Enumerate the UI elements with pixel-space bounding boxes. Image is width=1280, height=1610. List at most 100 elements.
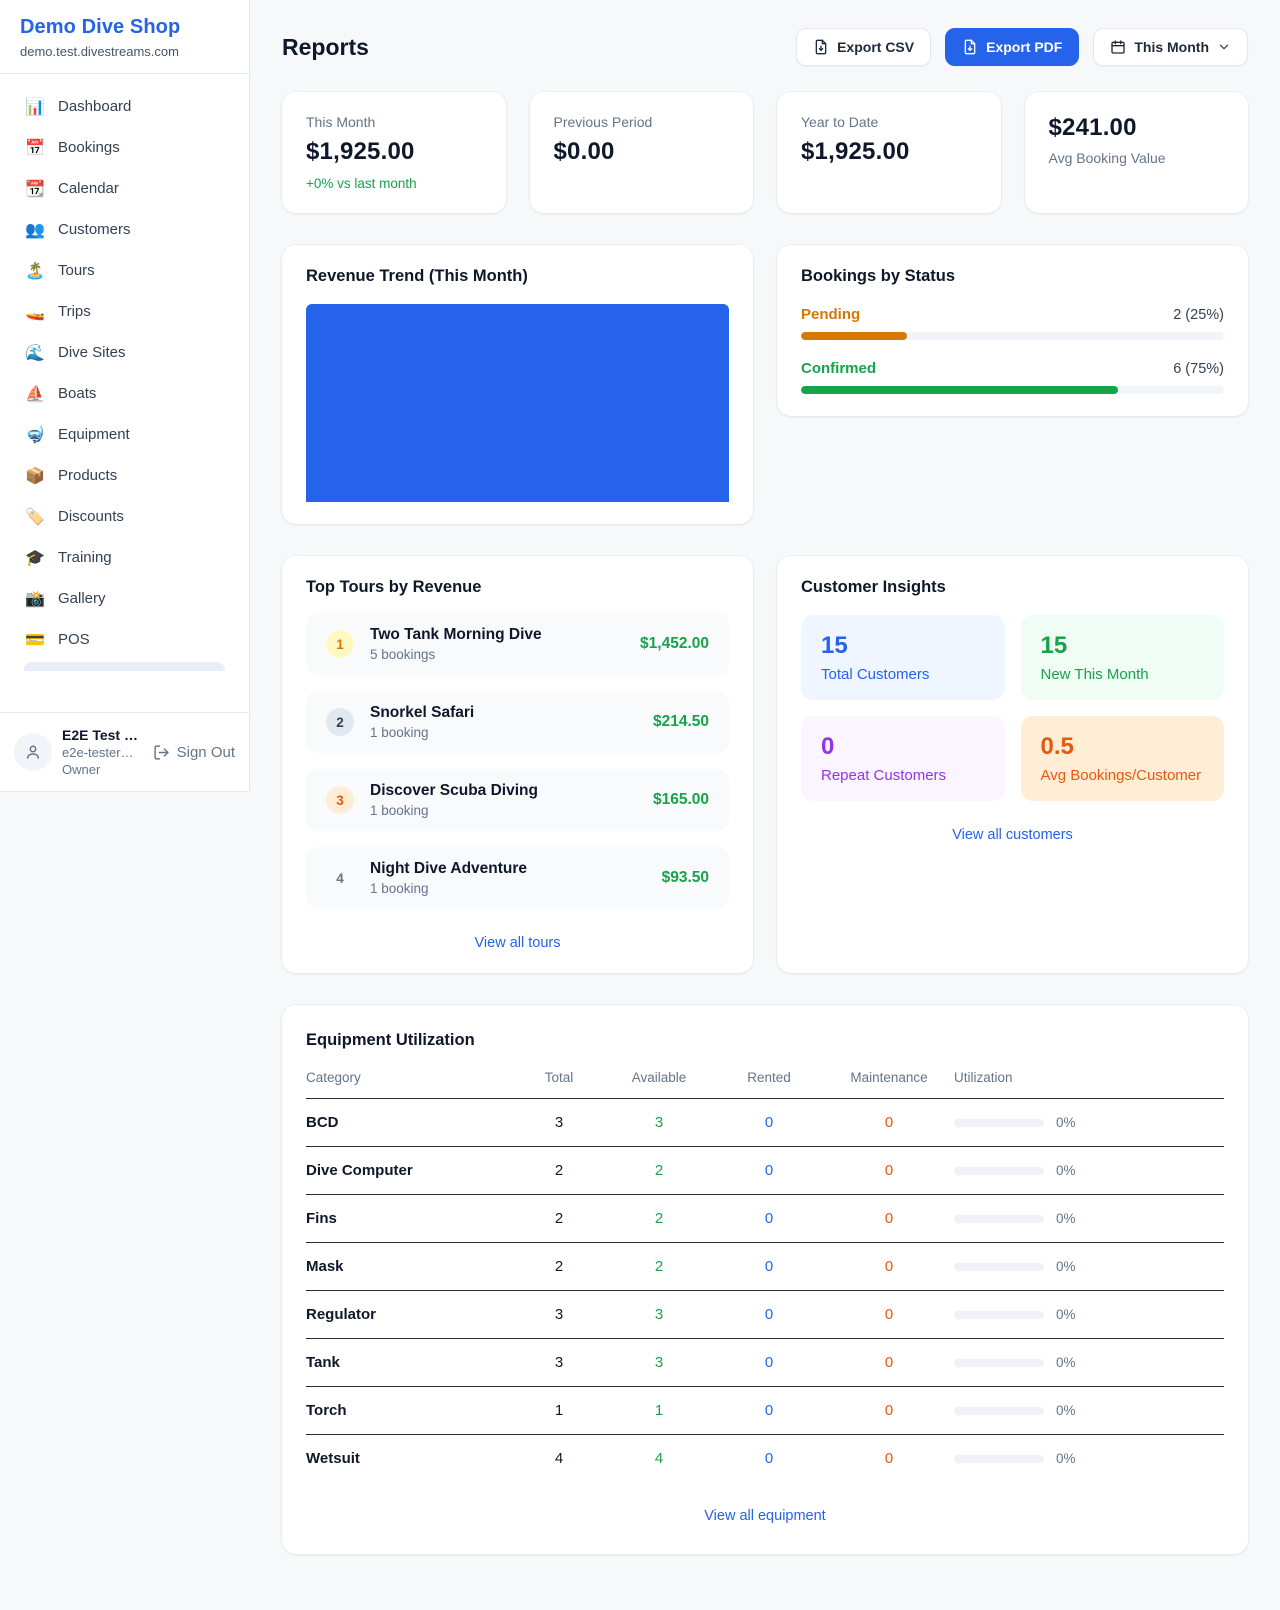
tour-row: 4 Night Dive Adventure 1 booking $93.50 (306, 847, 729, 909)
sidebar-item-training[interactable]: 🎓 Training (12, 539, 237, 576)
insight-value: 15 (1040, 632, 1068, 659)
utilization-pct: 0% (1056, 1307, 1076, 1322)
sidebar-item-discounts[interactable]: 🏷️ Discounts (12, 498, 237, 535)
main-content: Reports Export CSV Export PDF This Month (250, 0, 1280, 1610)
shop-name: Demo Dive Shop (20, 16, 181, 38)
sidebar-item-boats[interactable]: ⛵ Boats (12, 375, 237, 412)
utilization-bar (954, 1358, 1044, 1367)
total-cell: 3 (514, 1338, 604, 1387)
sidebar-item-reports-partial[interactable] (24, 662, 225, 671)
available-cell: 2 (604, 1242, 714, 1291)
total-cell: 1 (514, 1386, 604, 1435)
maintenance-cell: 0 (824, 1290, 954, 1339)
wave-icon: 🌊 (25, 343, 45, 362)
equipment-utilization-card: Equipment Utilization Category Total Ava… (282, 1005, 1248, 1554)
sidebar-item-label: Discounts (58, 508, 124, 525)
utilization-bar (954, 1118, 1044, 1127)
people-icon: 👥 (25, 220, 45, 239)
page-title: Reports (282, 33, 369, 60)
sidebar-item-products[interactable]: 📦 Products (12, 457, 237, 494)
utilization-pct: 0% (1056, 1451, 1076, 1466)
logout-icon (154, 744, 169, 760)
category-cell: Dive Computer (306, 1146, 514, 1195)
package-icon: 📦 (25, 466, 45, 485)
stat-label: Avg Booking Value (1048, 150, 1166, 166)
category-cell: Mask (306, 1242, 514, 1291)
tour-name: Night Dive Adventure (370, 860, 528, 877)
lists-row: Top Tours by Revenue 1 Two Tank Morning … (282, 556, 1248, 973)
view-all-equipment-link[interactable]: View all equipment (704, 1508, 826, 1524)
calendar-icon: 📆 (25, 179, 45, 198)
chevron-down-icon (1219, 44, 1229, 50)
category-cell: Fins (306, 1194, 514, 1243)
period-dropdown[interactable]: This Month (1093, 28, 1248, 66)
sidebar-item-label: Boats (58, 385, 97, 402)
category-cell: Torch (306, 1386, 514, 1435)
tour-bookings: 1 booking (370, 881, 429, 896)
available-cell: 2 (604, 1146, 714, 1195)
export-csv-button[interactable]: Export CSV (796, 28, 932, 66)
calendar-icon (1111, 40, 1126, 54)
stat-value: $0.00 (553, 138, 615, 165)
insight-label: Avg Bookings/Customer (1040, 767, 1202, 784)
sidebar-item-equipment[interactable]: 🤿 Equipment (12, 416, 237, 453)
sidebar-item-bookings[interactable]: 📅 Bookings (12, 129, 237, 166)
sign-out-button[interactable]: Sign Out (153, 744, 235, 761)
sidebar-item-tours[interactable]: 🏝️ Tours (12, 252, 237, 289)
table-row: Mask 2 2 0 0 0% (306, 1242, 1224, 1291)
col-utilization: Utilization (954, 1070, 1224, 1099)
tour-name: Discover Scuba Diving (370, 782, 538, 799)
insight-label: New This Month (1040, 666, 1149, 683)
avatar (14, 733, 52, 771)
tour-revenue: $165.00 (652, 791, 709, 808)
table-row: Torch 1 1 0 0 0% (306, 1386, 1224, 1435)
maintenance-cell: 0 (884, 1114, 894, 1131)
sidebar-item-label: Bookings (58, 139, 120, 156)
export-pdf-button[interactable]: Export PDF (945, 28, 1080, 66)
available-cell: 3 (604, 1338, 714, 1387)
sidebar-item-dive-sites[interactable]: 🌊 Dive Sites (12, 334, 237, 371)
rented-cell: 0 (714, 1242, 824, 1291)
table-row: Dive Computer 2 2 0 0 0% (306, 1146, 1224, 1195)
rank-badge: 4 (336, 870, 344, 886)
maintenance-cell: 0 (824, 1338, 954, 1387)
available-cell: 3 (654, 1114, 664, 1131)
user-email: e2e-tester@... (62, 745, 143, 760)
sidebar-item-customers[interactable]: 👥 Customers (12, 211, 237, 248)
utilization-cell: 0% (954, 1099, 1224, 1147)
view-all-tours-link[interactable]: View all tours (474, 935, 561, 951)
sidebar-item-dashboard[interactable]: 📊 Dashboard (12, 88, 237, 125)
utilization-pct: 0% (1056, 1355, 1076, 1370)
total-cell: 3 (514, 1290, 604, 1339)
utilization-cell: 0% (954, 1194, 1224, 1243)
sidebar-item-label: Dive Sites (58, 344, 126, 361)
insight-value: 15 (821, 632, 848, 659)
sidebar-item-trips[interactable]: 🚤 Trips (12, 293, 237, 330)
status-value: 6 (75%) (1173, 360, 1224, 377)
sidebar-item-calendar[interactable]: 📆 Calendar (12, 170, 237, 207)
tour-bookings: 1 booking (370, 725, 429, 740)
graduation-cap-icon: 🎓 (25, 548, 45, 567)
equipment-table: Category Total Available Rented Maintena… (306, 1070, 1224, 1482)
progress-fill (801, 332, 907, 340)
utilization-cell: 0% (954, 1290, 1224, 1339)
charts-row: Revenue Trend (This Month) Bookings by S… (282, 245, 1248, 524)
rented-cell: 0 (714, 1434, 824, 1482)
insight-value: 0 (821, 733, 835, 760)
sidebar-item-label: Tours (58, 262, 95, 279)
calendar-date-icon: 📅 (25, 138, 45, 157)
table-header-row: Category Total Available Rented Maintena… (306, 1070, 1224, 1099)
file-download-icon (815, 39, 827, 55)
sidebar-item-pos[interactable]: 💳 POS (12, 621, 237, 658)
total-cell: 2 (514, 1242, 604, 1291)
view-all-customers-link[interactable]: View all customers (952, 827, 1073, 843)
insight-new-this-month: 15 New This Month (1020, 615, 1224, 700)
customer-insights-title: Customer Insights (801, 578, 946, 596)
sidebar-item-gallery[interactable]: 📸 Gallery (12, 580, 237, 617)
bookings-by-status-card: Bookings by Status Pending 2 (25%) Confi… (777, 245, 1248, 416)
stat-card-previous-period: Previous Period $0.00 (529, 92, 753, 213)
utilization-cell: 0% (954, 1338, 1224, 1387)
tour-bookings: 5 bookings (370, 647, 436, 662)
stat-label: Year to Date (801, 114, 879, 130)
top-tours-card: Top Tours by Revenue 1 Two Tank Morning … (282, 556, 753, 973)
